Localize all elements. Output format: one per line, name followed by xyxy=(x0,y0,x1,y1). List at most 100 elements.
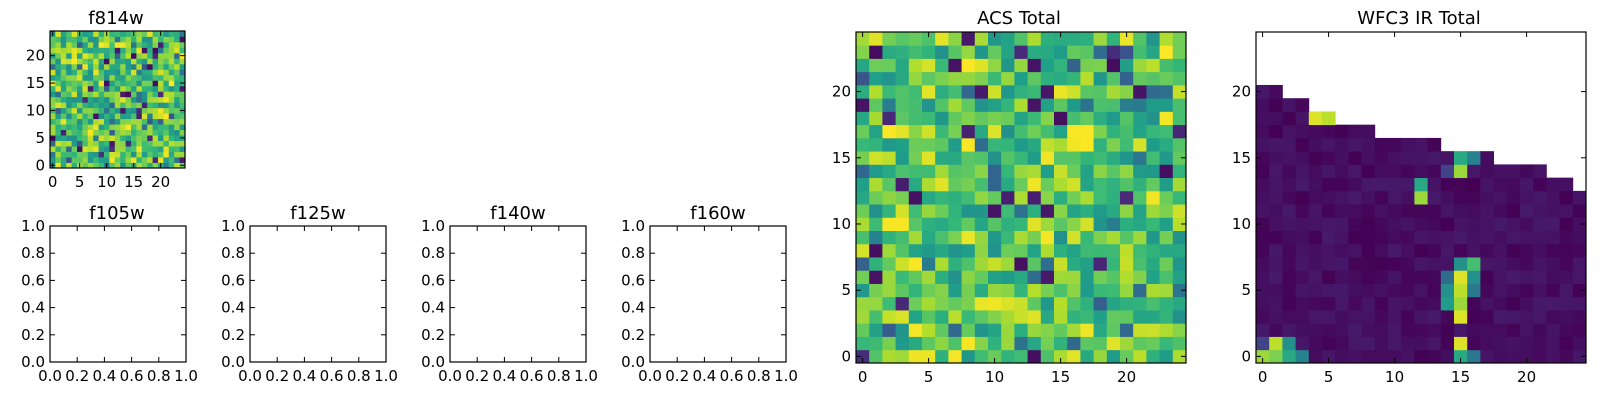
f814w-cell xyxy=(125,47,132,54)
wfc3-ir-total-cell xyxy=(1493,164,1508,179)
wfc3-ir-total-cell xyxy=(1520,336,1534,351)
acs-total-cell xyxy=(974,336,989,351)
f814w-cell xyxy=(163,63,170,70)
acs-total-cell xyxy=(935,204,949,218)
wfc3-ir-total-cell xyxy=(1572,296,1587,311)
acs-total-cell xyxy=(1106,111,1121,126)
f814w-cell xyxy=(147,96,153,103)
acs-total-cell xyxy=(1067,32,1081,46)
f814w-cell xyxy=(55,113,62,120)
acs-total-cell xyxy=(1106,84,1121,99)
wfc3-ir-total-cell xyxy=(1361,151,1376,165)
acs-total-cell xyxy=(856,137,870,152)
acs-total-cell xyxy=(856,32,870,46)
wfc3-ir-total-cell xyxy=(1282,124,1296,139)
wfc3-ir-total-cell xyxy=(1467,336,1481,351)
wfc3-ir-total-cell xyxy=(1282,243,1296,258)
acs-total-cell xyxy=(1093,243,1108,258)
f814w-cell xyxy=(87,80,94,87)
f814w-cell xyxy=(131,118,137,125)
f814w-cell xyxy=(136,52,143,59)
acs-total-cell xyxy=(1106,137,1121,152)
wfc3-ir-total-cell xyxy=(1322,230,1336,245)
acs-total-cell xyxy=(1146,336,1160,351)
wfc3-ir-total-cell xyxy=(1467,270,1481,284)
acs-total-cell xyxy=(1172,217,1187,231)
f814w-cell xyxy=(147,151,153,158)
acs-total-cell xyxy=(1120,45,1134,59)
wfc3-ir-total-cell xyxy=(1454,230,1468,245)
wfc3-ir-total-cell xyxy=(1480,243,1494,258)
wfc3-ir-total-cell xyxy=(1493,204,1508,218)
wfc3-ir-total-cell xyxy=(1480,177,1494,192)
acs-total-cell xyxy=(1159,124,1174,139)
acs-total-cell xyxy=(1080,257,1094,271)
f814w-cell xyxy=(147,74,153,81)
acs-total-cell xyxy=(1106,98,1121,112)
acs-total-cell xyxy=(922,336,936,351)
f814w-cell xyxy=(60,151,67,158)
f814w-cell xyxy=(60,157,67,163)
f814w-cell xyxy=(114,41,121,48)
wfc3-ir-total-cell xyxy=(1269,137,1283,152)
wfc3-ir-total-cell xyxy=(1427,296,1442,311)
f814w-cell xyxy=(87,91,94,98)
f814w-cell xyxy=(136,74,143,81)
wfc3-ir-total-cell xyxy=(1295,217,1310,231)
acs-total-cell xyxy=(1067,111,1081,126)
acs-total-cell xyxy=(974,323,989,337)
y-tick-label: 0.0 xyxy=(421,353,445,371)
f814w-cell xyxy=(71,85,78,92)
f814w-cell xyxy=(104,80,110,87)
wfc3-ir-total-cell xyxy=(1520,257,1534,271)
acs-total-cell xyxy=(974,111,989,126)
f814w-cell xyxy=(179,63,186,70)
wfc3-ir-total-cell xyxy=(1269,217,1283,231)
acs-total-cell xyxy=(1093,230,1108,245)
x-tick-label: 15 xyxy=(1051,368,1070,386)
f814w-cell xyxy=(131,146,137,152)
acs-total-cell xyxy=(1106,190,1121,205)
x-tick-label: 0.8 xyxy=(147,367,171,385)
acs-total-cell xyxy=(1120,283,1134,298)
acs-total-cell xyxy=(1027,111,1042,126)
acs-total-cell xyxy=(1080,217,1094,231)
wfc3-ir-total-cell xyxy=(1348,124,1362,139)
acs-total-cell xyxy=(988,177,1002,192)
f814w-cell xyxy=(125,146,132,152)
f814w-cell xyxy=(87,31,94,37)
wfc3-ir-total-cell xyxy=(1401,217,1415,231)
acs-total-cell xyxy=(1093,283,1108,298)
f814w-cell xyxy=(120,91,126,98)
acs-total-cell xyxy=(1172,151,1187,165)
acs-total-cell xyxy=(1146,151,1160,165)
acs-total-cell xyxy=(961,45,976,59)
wfc3-ir-total-cell xyxy=(1269,151,1283,165)
wfc3-ir-total-cell xyxy=(1308,323,1323,337)
acs-total-cell xyxy=(882,349,896,364)
panel-title-f160w: f160w xyxy=(690,203,745,224)
wfc3-ir-total-cell xyxy=(1322,336,1336,351)
y-tick-label: 0.0 xyxy=(21,353,45,371)
y-tick-label: 0.4 xyxy=(621,299,645,317)
f814w-cell xyxy=(71,107,78,114)
wfc3-ir-total-cell xyxy=(1282,323,1296,337)
f814w-cell xyxy=(71,80,78,87)
f814w-cell xyxy=(77,102,83,109)
wfc3-ir-total-cell xyxy=(1506,257,1521,271)
f814w-cell xyxy=(60,36,67,43)
wfc3-ir-total-cell xyxy=(1480,336,1494,351)
acs-total-cell xyxy=(856,283,870,298)
acs-total-cell xyxy=(1080,310,1094,324)
f814w-cell xyxy=(109,85,116,92)
f814w-cell xyxy=(125,74,132,81)
f814w-cell xyxy=(120,96,126,103)
acs-total-cell xyxy=(948,323,962,337)
x-tick-label: 0.2 xyxy=(465,367,489,385)
wfc3-ir-total-cell xyxy=(1440,257,1455,271)
f814w-cell xyxy=(114,157,121,163)
acs-total-cell xyxy=(869,84,883,99)
x-tick-label: 1.0 xyxy=(174,367,198,385)
acs-total-cell xyxy=(1014,71,1028,86)
x-tick-label: 10 xyxy=(1385,368,1404,386)
